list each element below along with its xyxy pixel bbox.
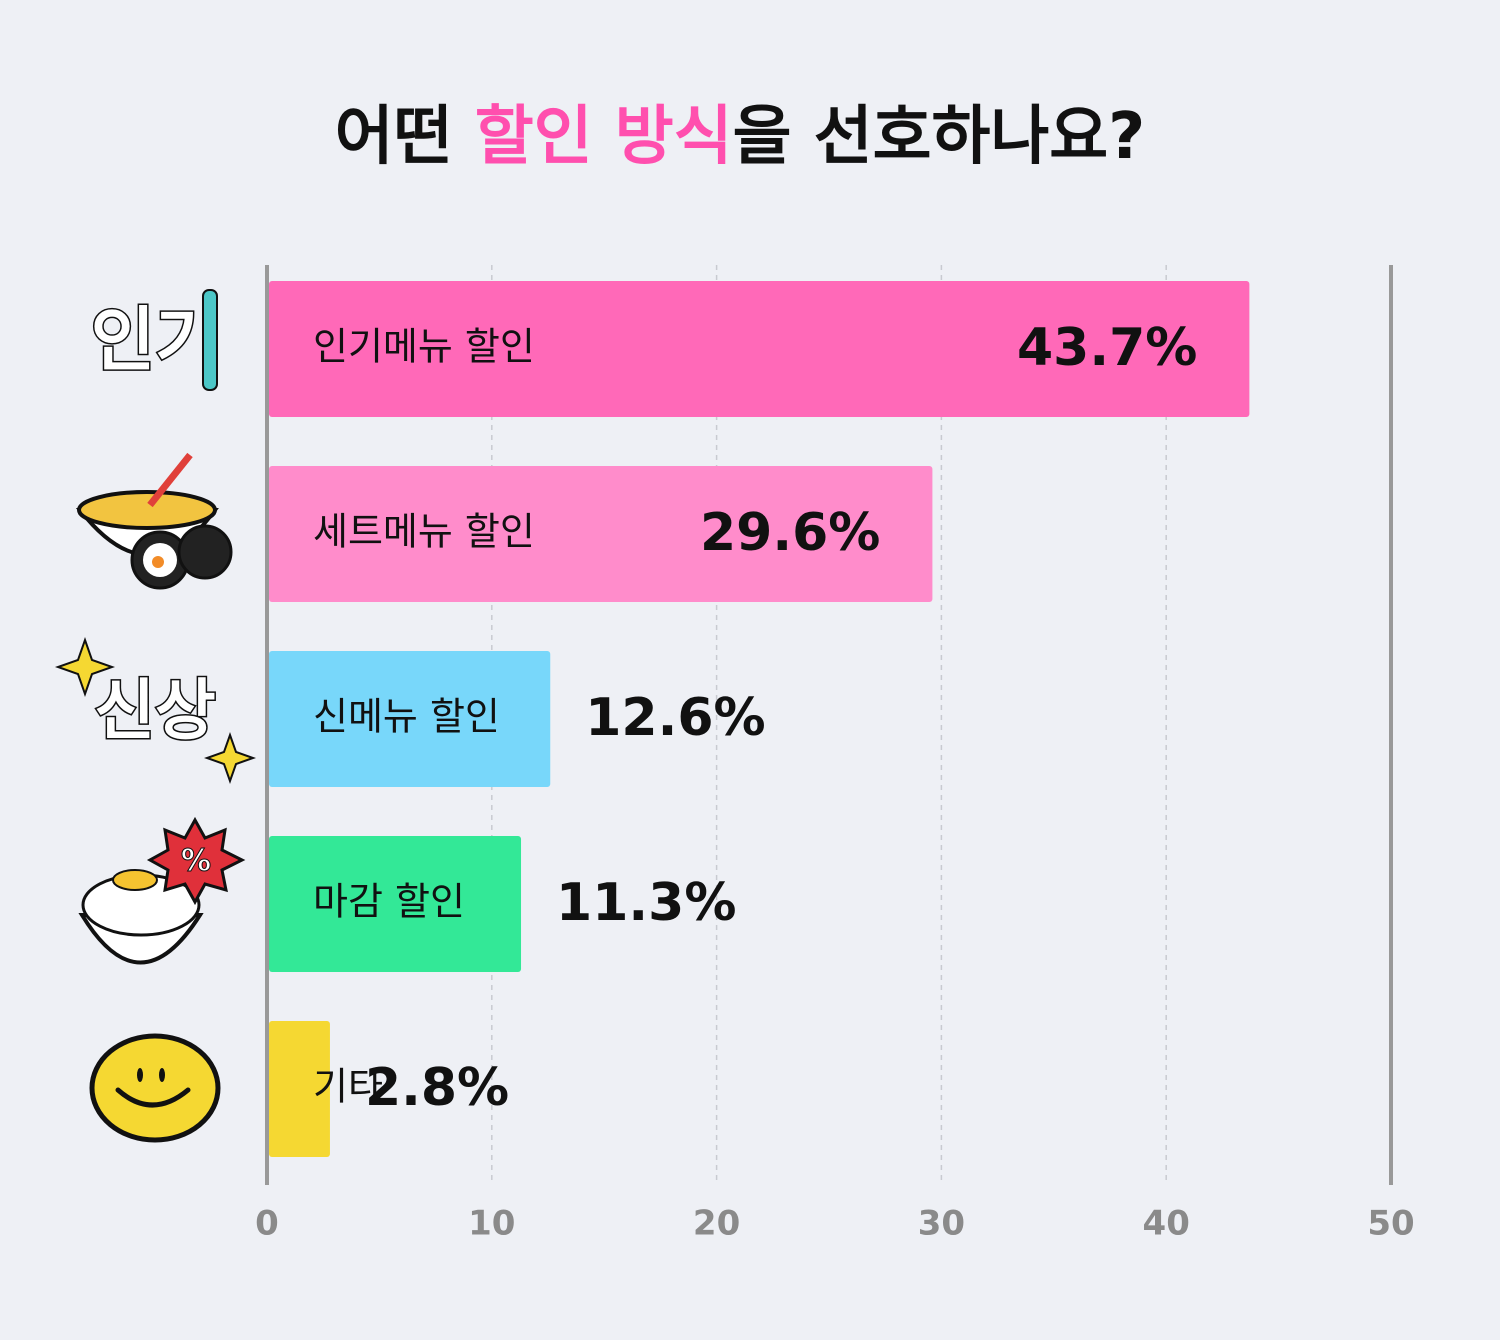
value-label: 43.7% [1017,318,1197,378]
icon-eye [159,1068,165,1082]
title-highlight: 할인 방식 [475,100,733,174]
icon-sparkle [54,636,116,698]
x-tick-label: 10 [468,1204,515,1244]
value-label: 12.6% [585,688,765,748]
icon-smiley [89,1033,221,1143]
icon-chopsticks [147,452,193,508]
icon-eye [137,1068,143,1082]
icon-sparkle [203,731,257,785]
x-tick-label: 40 [1143,1204,1190,1244]
category-label: 인기메뉴 할인 [313,325,535,369]
category-label: 기타 [313,1065,383,1109]
value-label: 11.3% [556,873,736,933]
bar [269,1021,330,1157]
icon-smile [115,1087,191,1108]
value-label: 29.6% [700,503,880,563]
icon-accent [202,289,218,391]
icon-text: % [181,844,211,879]
category-label: 세트메뉴 할인 [313,510,535,554]
icon-badge [146,816,246,906]
icon-soup [77,490,217,530]
icons: 인기 신상 % [54,289,257,1143]
x-tick-label: 0 [255,1204,279,1244]
x-tick-label: 50 [1367,1204,1414,1244]
icon-text: 신상 [94,672,215,749]
x-tick-label: 30 [918,1204,965,1244]
category-label: 마감 할인 [313,880,465,924]
title-part: 을 선호하나요? [733,100,1146,174]
icon-kimbap-fill [152,556,164,568]
category-label: 신메뉴 할인 [313,695,500,739]
value-label: 2.8% [365,1058,509,1118]
bar [269,281,1250,417]
chart-title: 어떤 할인 방식을 선호하나요? [335,100,1146,174]
icon-kimbap [177,524,233,580]
bar [269,836,522,972]
icon-text: 인기 [91,299,220,381]
bar [269,466,933,602]
bar [269,651,551,787]
icon-egg [112,869,158,891]
x-tick-label: 20 [693,1204,740,1244]
title-part: 어떤 [335,100,475,174]
